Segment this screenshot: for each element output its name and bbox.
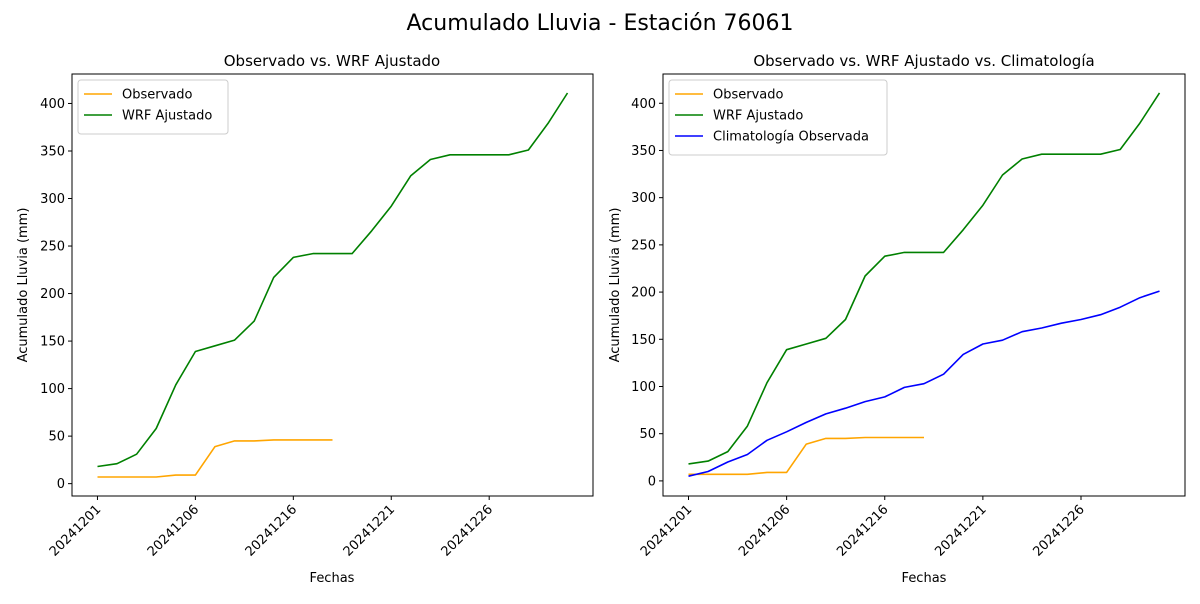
series-line-observado [688, 436, 924, 476]
y-tick-label: 250 [631, 238, 656, 253]
legend-label: Observado [713, 88, 784, 103]
y-tick-label: 350 [631, 144, 656, 159]
legend-box [77, 79, 229, 135]
legend-box [668, 79, 888, 156]
legend-label: Climatología Observada [713, 130, 869, 145]
y-tick-label: 100 [40, 382, 65, 397]
y-tick-label: 400 [40, 97, 65, 112]
subplot-right-ylabel: Acumulado Lluvia (mm) [608, 208, 623, 363]
axes-frame [71, 73, 594, 497]
subplot-right: Observado vs. WRF Ajustado vs. Climatolo… [608, 52, 1186, 586]
subplot-left-plot: 0 50 100 150 200 250 300 350 400 20241201 20241206… [40, 73, 594, 560]
subplot-left-xlabel: Fechas [310, 571, 355, 586]
subplot-left-ylabel: Acumulado Lluvia (mm) [16, 208, 31, 363]
x-tick-label: 20241221 [341, 502, 398, 559]
y-tick-label: 0 [648, 474, 656, 489]
x-tick-label: 20241201 [47, 502, 104, 559]
subplot-left-title: Observado vs. WRF Ajustado [224, 52, 440, 70]
x-tick-label: 20241206 [736, 502, 793, 559]
legend-label: Observado [122, 88, 193, 103]
series-line-wrf [97, 92, 569, 468]
x-tick-label: 20241216 [243, 502, 300, 559]
series-line-observado [97, 439, 333, 478]
y-tick-label: 50 [48, 430, 65, 445]
subplot-left: Observado vs. WRF Ajustado Fechas Acumul… [16, 52, 594, 586]
x-tick-label: 20241221 [932, 502, 989, 559]
y-tick-label: 200 [40, 287, 65, 302]
y-tick-label: 300 [631, 191, 656, 206]
y-tick-label: 400 [631, 97, 656, 112]
axes-frame [662, 73, 1186, 497]
x-tick-label: 20241206 [145, 502, 202, 559]
series-line-clima [688, 290, 1160, 477]
legend-label: WRF Ajustado [122, 109, 212, 124]
x-tick-label: 20241226 [1030, 502, 1087, 559]
subplot-right-xlabel: Fechas [902, 571, 947, 586]
legend-label: WRF Ajustado [713, 109, 803, 124]
y-tick-label: 0 [57, 477, 65, 492]
y-tick-label: 100 [631, 380, 656, 395]
y-tick-label: 300 [40, 192, 65, 207]
series-line-wrf [688, 92, 1161, 465]
y-tick-label: 350 [40, 144, 65, 159]
y-tick-label: 150 [631, 333, 656, 348]
x-tick-label: 20241201 [638, 502, 695, 559]
y-tick-label: 250 [40, 240, 65, 255]
figure-title: Acumulado Lluvia - Estación 76061 [407, 11, 794, 36]
subplot-right-title: Observado vs. WRF Ajustado vs. Climatolo… [753, 52, 1094, 70]
y-tick-label: 50 [639, 427, 656, 442]
y-tick-label: 200 [631, 286, 656, 301]
subplot-right-plot: 0 50 100 150 200 250 300 350 400 20241201 20241206… [631, 73, 1186, 560]
x-tick-label: 20241216 [834, 502, 891, 559]
y-tick-label: 150 [40, 335, 65, 350]
x-tick-label: 20241226 [439, 502, 496, 559]
